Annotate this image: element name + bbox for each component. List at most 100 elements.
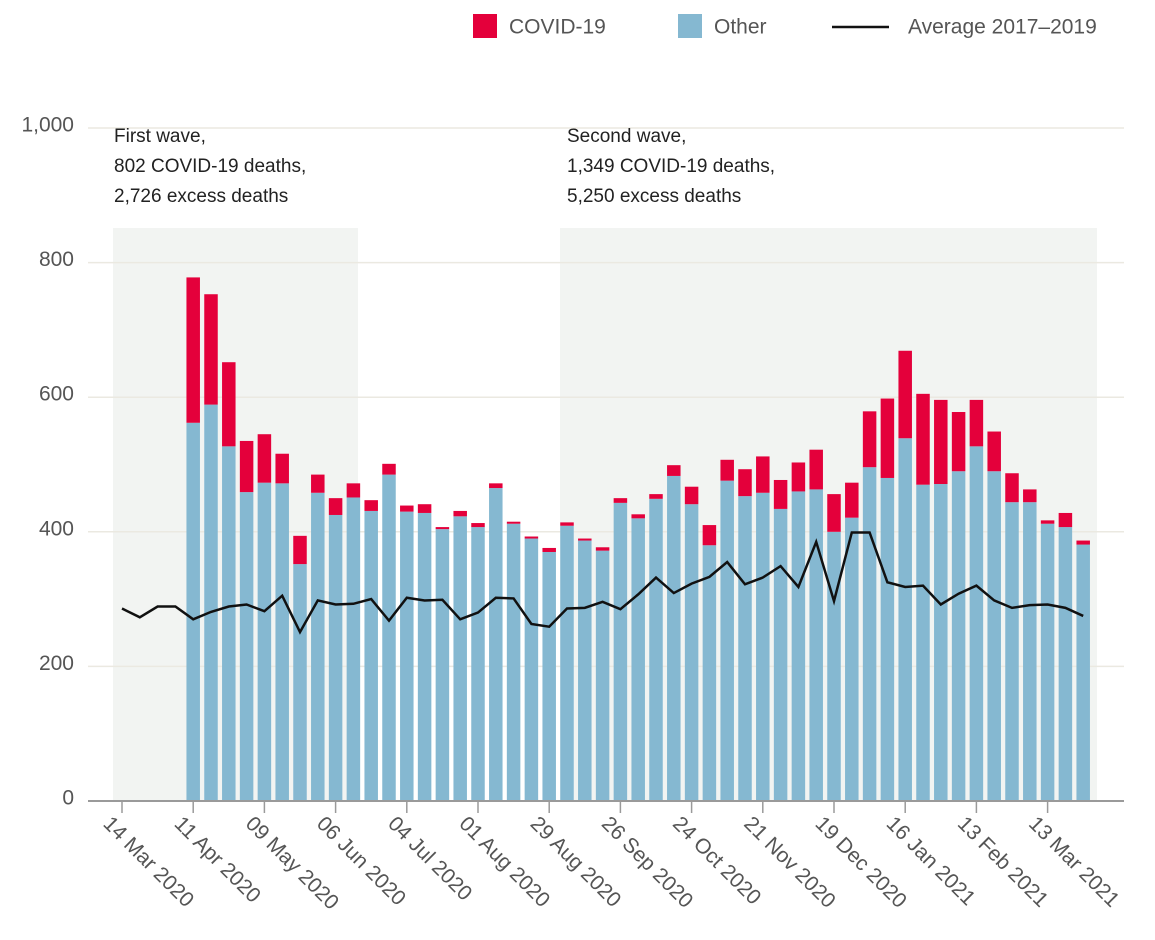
legend-swatch (678, 14, 702, 38)
bar-segment (382, 474, 396, 801)
bar-segment (346, 483, 361, 498)
bar-segment (827, 494, 841, 532)
bar-segment (257, 434, 272, 483)
bar-segment (631, 518, 645, 801)
bar-segment (542, 547, 556, 552)
bar-segment (702, 545, 717, 801)
bar-segment (827, 531, 841, 801)
bar-segment (222, 446, 236, 801)
annotation: First wave, (114, 126, 206, 147)
annotation: 2,726 excess deaths (114, 186, 288, 207)
bar-segment (880, 398, 895, 478)
bar-segment (773, 479, 788, 509)
bar-segment (1023, 489, 1037, 503)
bar-segment (969, 399, 984, 447)
bar-segment (702, 525, 717, 546)
legend-label: Other (714, 16, 767, 39)
bar-segment (560, 525, 574, 801)
bar-segment (720, 459, 734, 481)
bar-segment (916, 393, 930, 485)
bar-segment (649, 494, 663, 499)
bar-segment (969, 446, 984, 801)
y-tick-label: 1,000 (21, 114, 74, 137)
bar-segment (1040, 520, 1055, 524)
bar-segment (791, 462, 806, 492)
legend-label: Average 2017–2019 (908, 16, 1097, 39)
annotation: Second wave, (567, 126, 686, 147)
bar-segment (186, 422, 200, 801)
bar-segment (293, 564, 307, 801)
bar-segment (489, 488, 503, 801)
bar-segment (346, 497, 361, 801)
y-tick-label: 200 (39, 652, 74, 675)
bar-segment (773, 508, 788, 801)
bar-segment (756, 492, 770, 801)
bar-segment (204, 294, 218, 405)
bar-segment (934, 484, 948, 801)
annotation: 802 COVID-19 deaths, (114, 156, 306, 177)
bar-segment (542, 551, 556, 801)
bar-segment (809, 449, 823, 490)
bar-segment (738, 469, 752, 497)
bar-segment (1023, 502, 1037, 801)
bar-segment (898, 438, 912, 801)
bar-segment (667, 465, 681, 476)
bar-segment (1058, 512, 1073, 528)
bar-segment (382, 463, 396, 475)
bar-segment (453, 516, 467, 801)
bar-segment (1005, 473, 1019, 503)
bar-segment (328, 498, 343, 515)
bar-segment (239, 440, 254, 493)
bar-segment (471, 527, 485, 801)
bar-segment (898, 350, 912, 439)
bar-segment (524, 538, 539, 801)
bar-segment (987, 431, 1001, 472)
bar-segment (578, 538, 592, 541)
bar-segment (862, 411, 877, 468)
bar-segment (311, 474, 325, 493)
bar-segment (649, 498, 663, 801)
bar-segment (862, 467, 877, 801)
bar-segment (275, 453, 289, 484)
bar-segment (560, 522, 574, 526)
bar-segment (293, 535, 307, 565)
y-tick-label: 0 (62, 787, 74, 810)
bar-segment (667, 475, 681, 801)
bar-segment (222, 362, 236, 447)
y-tick-label: 600 (39, 383, 74, 406)
bar-segment (951, 471, 966, 801)
bar-segment (275, 483, 289, 801)
average-line (121, 531, 1084, 635)
bar-segment (720, 480, 734, 801)
bar-segment (595, 547, 610, 551)
bar-segment (239, 492, 254, 801)
bar-segment (809, 489, 823, 801)
bar-segment (311, 492, 325, 801)
bar-segment (506, 523, 521, 801)
bar-segment (489, 483, 503, 489)
bar-segment (845, 482, 859, 518)
bar-segment (1058, 527, 1073, 801)
bar-segment (684, 504, 699, 801)
legend-swatch (473, 14, 497, 38)
y-tick-label: 800 (39, 248, 74, 271)
bar-segment (524, 536, 539, 539)
bar-segment (204, 404, 218, 801)
bar-segment (916, 484, 930, 801)
bar-segment (631, 514, 645, 519)
bar-segment (845, 517, 859, 801)
bar-segment (1076, 544, 1090, 801)
annotation: 1,349 COVID-19 deaths, (567, 156, 775, 177)
bar-segment (471, 523, 485, 528)
bar-segment (364, 510, 378, 801)
bar-segment (613, 502, 628, 801)
bar-segment (684, 486, 699, 505)
bar-segment (435, 529, 450, 801)
bar-segment (186, 277, 200, 423)
bar-segment (934, 399, 948, 485)
y-tick-label: 400 (39, 517, 74, 540)
bar-segment (1005, 502, 1019, 801)
bar-segment (417, 512, 432, 801)
bar-segment (328, 514, 343, 801)
